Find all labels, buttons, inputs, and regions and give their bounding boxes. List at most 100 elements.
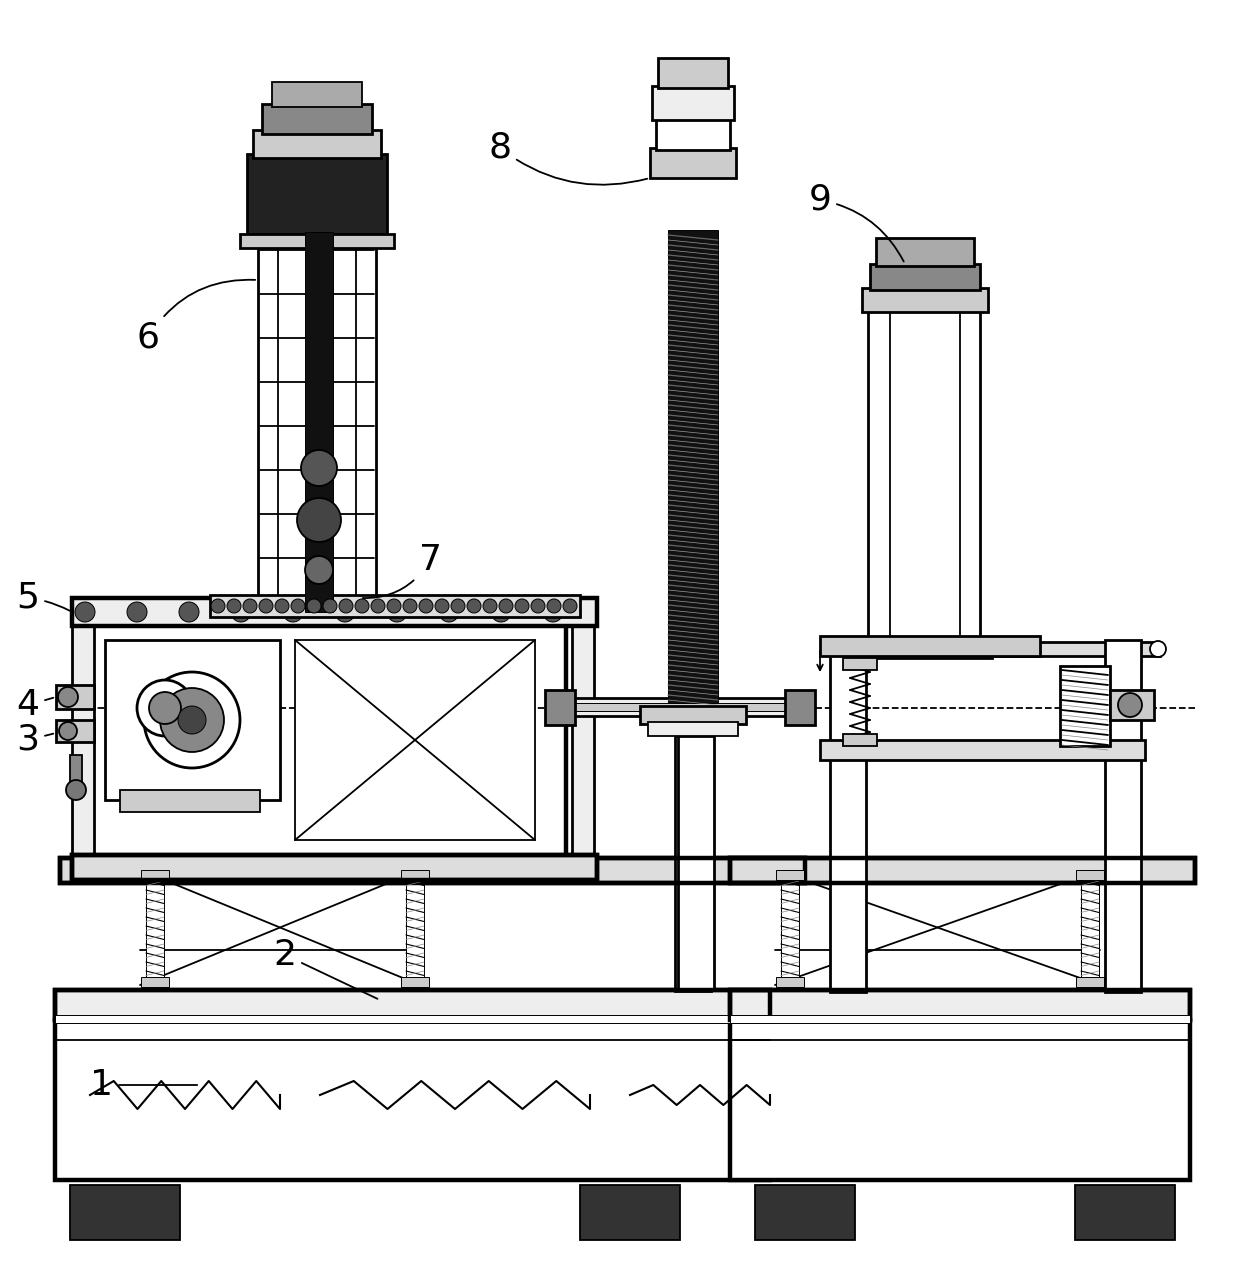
Circle shape <box>126 602 148 623</box>
Text: 7: 7 <box>363 543 441 598</box>
Circle shape <box>227 598 241 612</box>
Circle shape <box>387 598 401 612</box>
Circle shape <box>419 598 433 612</box>
Circle shape <box>371 598 384 612</box>
Circle shape <box>435 598 449 612</box>
Circle shape <box>58 687 78 708</box>
Text: 5: 5 <box>16 581 69 615</box>
Circle shape <box>243 598 257 612</box>
Circle shape <box>1118 694 1142 716</box>
Bar <box>781 870 799 985</box>
Bar <box>572 615 594 860</box>
Circle shape <box>403 598 417 612</box>
Bar <box>730 858 1195 883</box>
Bar <box>1075 870 1105 880</box>
Bar <box>820 741 1145 760</box>
Bar <box>241 235 394 249</box>
Bar <box>843 658 877 670</box>
Circle shape <box>387 602 407 623</box>
Bar <box>210 595 580 618</box>
Bar <box>55 1019 770 1181</box>
Bar <box>146 870 164 985</box>
Circle shape <box>149 692 181 724</box>
Bar <box>88 615 565 860</box>
Bar <box>72 855 596 880</box>
Text: 2: 2 <box>274 938 377 999</box>
Circle shape <box>60 721 77 741</box>
Circle shape <box>1149 642 1166 657</box>
Circle shape <box>335 602 355 623</box>
Bar <box>69 754 82 785</box>
Bar <box>668 230 718 705</box>
Circle shape <box>547 598 560 612</box>
Bar <box>830 640 866 992</box>
Bar <box>656 118 730 150</box>
Circle shape <box>355 598 370 612</box>
Bar <box>678 735 714 990</box>
Bar <box>55 1014 770 1023</box>
Bar <box>1075 978 1105 987</box>
Bar <box>580 1186 680 1240</box>
Bar <box>775 870 805 880</box>
Circle shape <box>283 602 303 623</box>
Circle shape <box>298 498 341 541</box>
Circle shape <box>66 780 86 800</box>
Circle shape <box>515 598 529 612</box>
Bar <box>241 600 394 616</box>
Bar <box>862 288 988 312</box>
Bar <box>650 148 737 178</box>
Bar <box>1060 666 1110 746</box>
Bar <box>675 735 711 992</box>
Text: 3: 3 <box>16 723 53 757</box>
Text: 1: 1 <box>91 1068 197 1102</box>
Circle shape <box>308 598 321 612</box>
Bar <box>856 640 992 658</box>
Circle shape <box>543 602 563 623</box>
Bar <box>55 990 770 1019</box>
Bar <box>305 232 334 612</box>
Bar <box>640 706 746 724</box>
Bar <box>295 640 534 839</box>
Bar <box>1075 1186 1176 1240</box>
Circle shape <box>291 598 305 612</box>
Text: 8: 8 <box>489 131 647 185</box>
Circle shape <box>144 672 241 768</box>
Circle shape <box>531 598 546 612</box>
Circle shape <box>439 602 459 623</box>
Bar <box>69 1186 180 1240</box>
Text: 6: 6 <box>136 280 255 355</box>
Bar <box>262 104 372 134</box>
Bar <box>875 238 973 266</box>
Circle shape <box>563 598 577 612</box>
Circle shape <box>305 555 334 585</box>
Circle shape <box>179 706 206 734</box>
Bar <box>401 870 429 880</box>
Bar <box>272 82 362 107</box>
Bar <box>55 990 770 1019</box>
Bar <box>1110 690 1154 720</box>
Circle shape <box>339 598 353 612</box>
Circle shape <box>498 598 513 612</box>
Bar <box>562 702 795 711</box>
Bar <box>785 690 815 725</box>
Bar <box>72 855 596 880</box>
Circle shape <box>491 602 511 623</box>
Bar <box>868 309 980 640</box>
Bar <box>105 640 280 800</box>
Bar <box>140 870 170 880</box>
Circle shape <box>484 598 497 612</box>
Bar <box>60 858 805 883</box>
Bar <box>730 990 1190 1019</box>
Bar <box>820 637 1040 656</box>
Circle shape <box>160 689 224 752</box>
Bar <box>658 58 728 87</box>
Bar <box>56 720 94 742</box>
Bar <box>546 690 575 725</box>
Bar <box>1105 640 1141 992</box>
Bar <box>401 978 429 987</box>
Bar <box>560 697 795 716</box>
Bar <box>120 790 260 812</box>
Bar <box>247 153 387 236</box>
Bar <box>253 131 381 158</box>
Bar <box>649 721 738 735</box>
